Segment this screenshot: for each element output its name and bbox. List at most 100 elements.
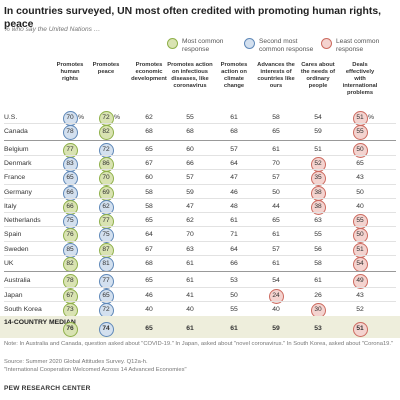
- value-cell: 47: [186, 202, 194, 210]
- value-cell: 63: [186, 245, 194, 253]
- value-cell: 61: [230, 325, 238, 332]
- value-cell: 58: [314, 260, 322, 267]
- country-label: France: [4, 174, 26, 182]
- value-circle-least: 54: [352, 257, 368, 272]
- value-cell: 61: [272, 260, 280, 267]
- value-cell: 65: [356, 159, 364, 167]
- legend-least-label: Least common response: [336, 38, 380, 53]
- value-cell: 57: [272, 174, 280, 182]
- row-divider: [4, 226, 396, 228]
- value-cell: 62: [145, 114, 153, 121]
- row-divider: [4, 240, 396, 242]
- row-divider: [4, 212, 396, 214]
- value-circle-least: 49: [352, 274, 368, 290]
- value-circle-most: 86: [98, 156, 114, 172]
- row-divider: [4, 300, 396, 302]
- column-header: Promotes economic development: [131, 62, 167, 82]
- value-cell: 54: [314, 114, 322, 121]
- row-divider: [4, 255, 396, 256]
- value-cell: 64: [230, 245, 238, 253]
- value-circle-least: 51: [352, 111, 368, 126]
- percent-sign: %: [114, 114, 121, 121]
- value-cell: 50: [356, 188, 364, 196]
- country-label: U.S.: [4, 114, 18, 121]
- value-cell: 55: [314, 231, 322, 239]
- value-cell: 61: [186, 260, 194, 267]
- value-cell: 61: [186, 277, 194, 285]
- value-cell: 57: [186, 174, 194, 182]
- value-circle-second: 81: [98, 257, 114, 272]
- row-divider: [4, 123, 396, 125]
- value-cell: 65: [272, 128, 280, 136]
- value-circle-least: 51: [352, 322, 368, 337]
- row-divider: [4, 169, 396, 171]
- value-cell: 61: [272, 231, 280, 239]
- country-label: Netherlands: [4, 217, 41, 225]
- value-cell: 59: [186, 188, 194, 196]
- value-cell: 67: [145, 159, 153, 167]
- legend-second-label: Second most common response: [259, 38, 314, 53]
- value-circle-second: 65: [62, 171, 78, 187]
- value-cell: 63: [314, 217, 322, 225]
- value-cell: 60: [186, 145, 194, 153]
- value-cell: 40: [186, 305, 194, 313]
- row-divider: [4, 197, 396, 199]
- value-cell: 59: [314, 128, 322, 136]
- value-cell: 70: [186, 231, 194, 239]
- value-circle-most: 82: [62, 257, 78, 272]
- value-cell: 47: [230, 174, 238, 182]
- value-cell: 48: [230, 202, 238, 210]
- source-text: Source: Summer 2020 Global Attitudes Sur…: [4, 359, 148, 365]
- value-cell: 62: [186, 217, 194, 225]
- value-cell: 65: [145, 145, 153, 153]
- value-cell: 65: [145, 325, 153, 332]
- column-header: Promotes action on climate change: [220, 62, 248, 89]
- value-cell: 50: [230, 291, 238, 299]
- value-cell: 54: [272, 277, 280, 285]
- percent-sign: %: [78, 114, 85, 121]
- country-label: Canada: [4, 128, 28, 136]
- column-header: Promotes action on infectious diseases, …: [167, 62, 213, 89]
- value-circle-most: 82: [98, 125, 114, 141]
- value-cell: 53: [230, 277, 238, 285]
- country-label: Italy: [4, 202, 17, 210]
- legend-least-swatch: [321, 38, 332, 49]
- value-cell: 61: [272, 145, 280, 153]
- value-cell: 68: [145, 260, 153, 267]
- country-label: South Korea: [4, 305, 42, 313]
- value-cell: 40: [145, 305, 153, 313]
- value-cell: 65: [272, 217, 280, 225]
- value-circle-second: 85: [62, 242, 78, 258]
- value-cell: 52: [356, 305, 364, 313]
- value-cell: 66: [186, 159, 194, 167]
- value-cell: 65: [145, 277, 153, 285]
- legend-most-swatch: [167, 38, 178, 49]
- column-header: Promotes peace: [92, 62, 120, 75]
- value-cell: 68: [230, 128, 238, 136]
- legend-most-label: Most common response: [182, 38, 224, 53]
- value-circle-second: 78: [62, 125, 78, 141]
- column-header: Advances the interests of countries like…: [257, 62, 295, 89]
- value-cell: 61: [230, 217, 238, 225]
- column-header: Promotes human rights: [56, 62, 84, 82]
- value-circle-second: 74: [98, 322, 114, 337]
- country-label: Germany: [4, 188, 32, 196]
- value-cell: 41: [186, 291, 194, 299]
- value-cell: 65: [145, 217, 153, 225]
- column-header: Cares about the needs of ordinary people: [300, 62, 336, 89]
- value-cell: 61: [314, 277, 322, 285]
- country-label: Sweden: [4, 245, 29, 253]
- value-cell: 58: [145, 188, 153, 196]
- value-cell: 55: [230, 305, 238, 313]
- country-label: Spain: [4, 231, 22, 239]
- note-text: Note: In Australia and Canada, question …: [4, 341, 394, 347]
- value-circle-most: 76: [62, 322, 78, 337]
- country-label: Denmark: [4, 159, 32, 167]
- value-cell: 67: [145, 245, 153, 253]
- percent-sign: %: [368, 114, 375, 121]
- value-cell: 64: [230, 159, 238, 167]
- value-cell: 44: [272, 202, 280, 210]
- median-label: 14-COUNTRY MEDIAN: [4, 319, 76, 326]
- column-header: Deals effectively with international pro…: [342, 62, 378, 96]
- value-cell: 43: [356, 291, 364, 299]
